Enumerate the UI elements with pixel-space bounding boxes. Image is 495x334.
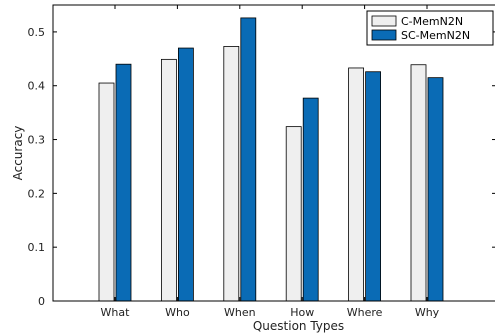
bar-c-memn2n-why [410, 64, 427, 302]
bar-sc-memn2n-when [240, 17, 257, 302]
x-tick-label-where: Where [347, 306, 383, 319]
bar-sc-memn2n-what [115, 63, 132, 302]
x-tick-label-who: Who [165, 306, 190, 319]
bar-sc-memn2n-how [302, 97, 319, 302]
bar-c-memn2n-where [348, 67, 365, 302]
bar-c-memn2n-how [285, 126, 302, 302]
legend-label-sc-memn2n: SC-MemN2N [401, 29, 470, 42]
y-tick-label: 0 [38, 295, 45, 308]
plot-frame [52, 4, 495, 302]
y-tick-label: 0.4 [28, 80, 46, 93]
bar-sc-memn2n-why [427, 77, 444, 302]
bar-c-memn2n-who [160, 58, 177, 302]
y-axis-label: Accuracy [11, 126, 25, 181]
y-tick-label: 0.2 [28, 187, 46, 200]
legend-label-c-memn2n: C-MemN2N [401, 15, 463, 28]
y-tick-label: 0.5 [28, 26, 46, 39]
chart-marks [98, 17, 444, 302]
bar-c-memn2n-when [223, 46, 240, 302]
x-axis-label: Question Types [253, 319, 344, 333]
legend-swatch-c-memn2n [371, 15, 397, 27]
legend-swatch-sc-memn2n [371, 29, 397, 41]
bar-sc-memn2n-where [365, 71, 382, 302]
bar-c-memn2n-what [98, 82, 115, 302]
y-tick-label: 0.1 [28, 241, 46, 254]
y-axis: 0 0.1 0.2 0.3 0.4 0.5 [28, 26, 495, 308]
x-tick-label-how: How [290, 306, 314, 319]
bar-sc-memn2n-who [177, 47, 194, 302]
x-tick-label-what: What [101, 306, 131, 319]
x-tick-label-when: When [224, 306, 256, 319]
y-tick-label: 0.3 [28, 134, 46, 147]
x-axis: What Who When How Where Why [101, 5, 440, 319]
x-tick-label-why: Why [415, 306, 440, 319]
